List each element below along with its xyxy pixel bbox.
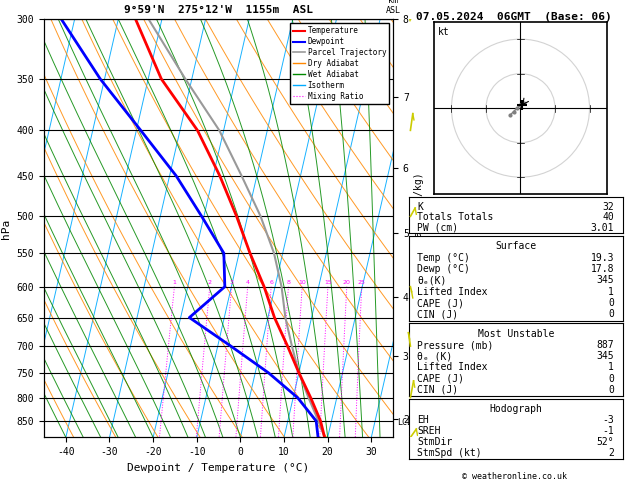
Text: 20: 20 <box>343 279 351 285</box>
Text: 3.01: 3.01 <box>591 223 614 233</box>
Text: Totals Totals: Totals Totals <box>418 212 494 223</box>
Text: Lifted Index: Lifted Index <box>418 363 488 372</box>
Text: 0: 0 <box>608 374 614 383</box>
Text: CAPE (J): CAPE (J) <box>418 298 464 308</box>
Text: 345: 345 <box>596 276 614 285</box>
Text: StmSpd (kt): StmSpd (kt) <box>418 448 482 458</box>
Text: 19.3: 19.3 <box>591 253 614 263</box>
Text: 887: 887 <box>596 340 614 350</box>
Text: 2: 2 <box>208 279 212 285</box>
Text: K: K <box>418 202 423 212</box>
Legend: Temperature, Dewpoint, Parcel Trajectory, Dry Adiabat, Wet Adiabat, Isotherm, Mi: Temperature, Dewpoint, Parcel Trajectory… <box>290 23 389 104</box>
Text: θₑ(K): θₑ(K) <box>418 276 447 285</box>
Text: Most Unstable: Most Unstable <box>477 329 554 339</box>
Text: 17.8: 17.8 <box>591 264 614 274</box>
Text: 1: 1 <box>608 363 614 372</box>
Text: 07.05.2024  06GMT  (Base: 06): 07.05.2024 06GMT (Base: 06) <box>416 12 612 22</box>
Y-axis label: hPa: hPa <box>1 218 11 239</box>
Text: 8: 8 <box>286 279 291 285</box>
Text: 1: 1 <box>172 279 176 285</box>
Text: 1: 1 <box>608 287 614 297</box>
Text: θₑ (K): θₑ (K) <box>418 351 453 361</box>
Text: Temp (°C): Temp (°C) <box>418 253 470 263</box>
Text: 0: 0 <box>608 385 614 395</box>
Text: 9°59'N  275°12'W  1155m  ASL: 9°59'N 275°12'W 1155m ASL <box>124 5 313 15</box>
Text: 32: 32 <box>603 202 614 212</box>
Text: Lifted Index: Lifted Index <box>418 287 488 297</box>
Text: 15: 15 <box>324 279 331 285</box>
Text: km
ASL: km ASL <box>386 0 401 15</box>
Text: 345: 345 <box>596 351 614 361</box>
Text: 25: 25 <box>358 279 365 285</box>
Text: Hodograph: Hodograph <box>489 404 542 414</box>
Text: Surface: Surface <box>495 242 537 251</box>
Text: CIN (J): CIN (J) <box>418 310 459 319</box>
Text: EH: EH <box>418 415 429 425</box>
Text: SREH: SREH <box>418 426 441 436</box>
Text: 10: 10 <box>298 279 306 285</box>
Text: -1: -1 <box>603 426 614 436</box>
Text: 4: 4 <box>246 279 250 285</box>
Text: StmDir: StmDir <box>418 437 453 447</box>
Text: Pressure (mb): Pressure (mb) <box>418 340 494 350</box>
Text: kt: kt <box>438 27 450 37</box>
Text: LCL: LCL <box>398 417 412 427</box>
Text: 40: 40 <box>603 212 614 223</box>
Text: 3: 3 <box>230 279 233 285</box>
Text: 6: 6 <box>269 279 273 285</box>
Text: 0: 0 <box>608 310 614 319</box>
Text: Dewp (°C): Dewp (°C) <box>418 264 470 274</box>
Y-axis label: Mixing Ratio (g/kg): Mixing Ratio (g/kg) <box>415 173 425 284</box>
Text: © weatheronline.co.uk: © weatheronline.co.uk <box>462 472 567 481</box>
Text: PW (cm): PW (cm) <box>418 223 459 233</box>
X-axis label: Dewpoint / Temperature (°C): Dewpoint / Temperature (°C) <box>128 463 309 473</box>
Text: 52°: 52° <box>596 437 614 447</box>
Text: CAPE (J): CAPE (J) <box>418 374 464 383</box>
Text: -3: -3 <box>603 415 614 425</box>
Text: 2: 2 <box>608 448 614 458</box>
Text: 0: 0 <box>608 298 614 308</box>
Text: CIN (J): CIN (J) <box>418 385 459 395</box>
